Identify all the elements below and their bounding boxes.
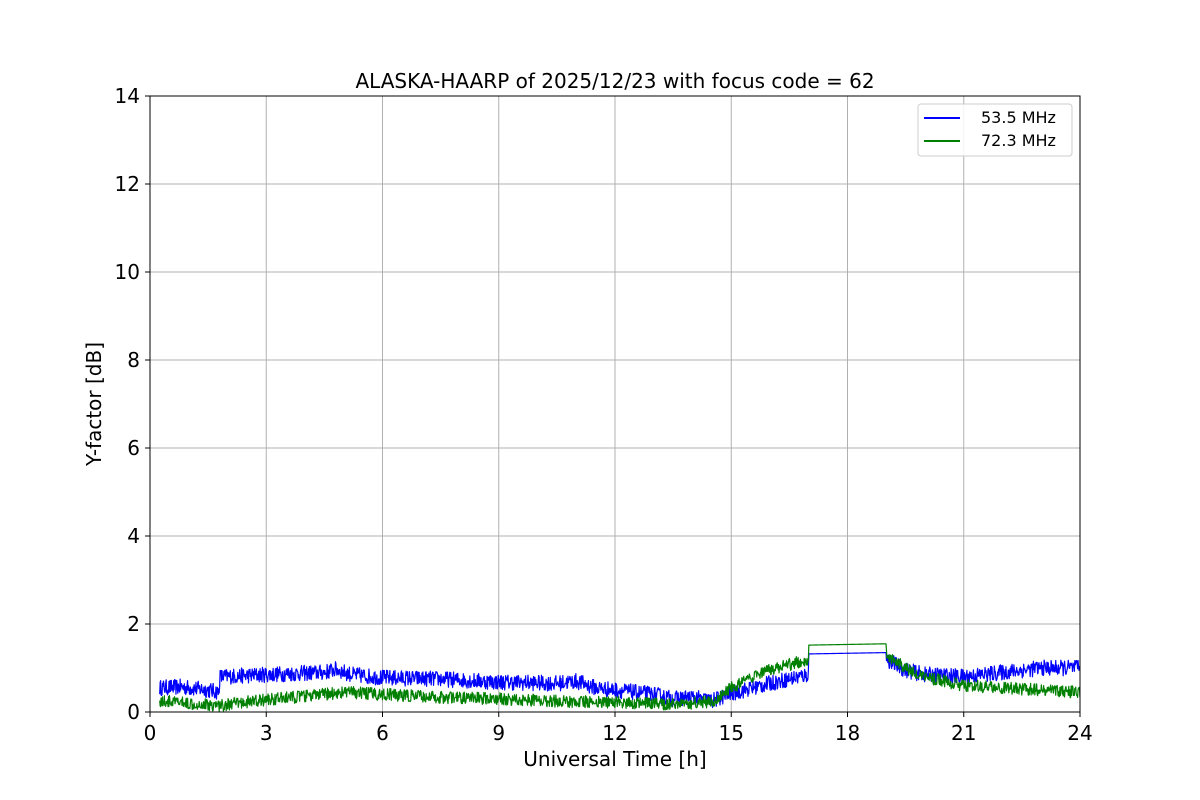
legend: 53.5 MHz 72.3 MHz: [917, 103, 1073, 157]
x-tick-label: 12: [602, 721, 627, 745]
y-tick-label: 8: [127, 348, 140, 372]
series-2: [159, 643, 1081, 712]
x-tick-label: 15: [719, 721, 744, 745]
y-tick-label: 10: [115, 260, 140, 284]
y-tick-label: 2: [127, 612, 140, 636]
x-tick-label: 9: [492, 721, 505, 745]
y-tick-label: 12: [115, 172, 140, 196]
series-layer: [159, 643, 1081, 712]
legend-item: 53.5 MHz: [924, 108, 1056, 127]
x-tick-label: 18: [835, 721, 860, 745]
legend-label: 72.3 MHz: [981, 131, 1056, 150]
chart-title: ALASKA-HAARP of 2025/12/23 with focus co…: [355, 69, 874, 93]
x-tick-label: 6: [376, 721, 389, 745]
series-line: [159, 652, 1081, 709]
x-tick-label: 21: [951, 721, 976, 745]
y-tick-label: 6: [127, 436, 140, 460]
x-axis-label: Universal Time [h]: [523, 747, 706, 771]
x-tick-label: 24: [1067, 721, 1092, 745]
y-tick-label: 0: [127, 700, 140, 724]
legend-label: 53.5 MHz: [981, 108, 1056, 127]
y-tick-label: 4: [127, 524, 140, 548]
x-tick-label: 0: [144, 721, 157, 745]
series-1: [159, 652, 1081, 709]
series-line: [159, 643, 1081, 712]
x-tick-label: 3: [260, 721, 273, 745]
y-tick-label: 14: [115, 84, 140, 108]
y-axis-label: Y-factor [dB]: [82, 342, 106, 467]
legend-item: 72.3 MHz: [924, 131, 1056, 150]
